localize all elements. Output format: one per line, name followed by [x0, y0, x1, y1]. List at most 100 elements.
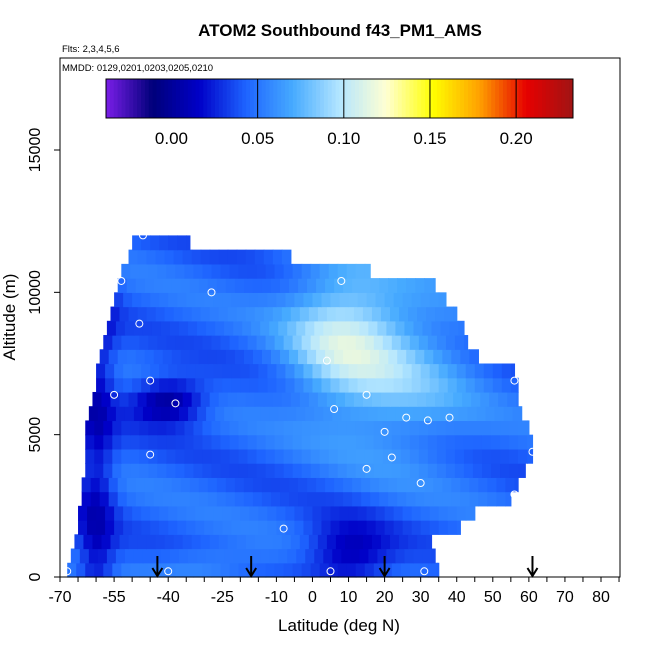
heatmap-cell — [261, 278, 272, 293]
heatmap-cell — [225, 278, 236, 293]
heatmap-cell — [483, 377, 494, 393]
heatmap-cell — [379, 278, 389, 293]
colorbar-swatch — [246, 79, 251, 118]
heatmap-cell — [509, 434, 519, 450]
heatmap-cell — [388, 477, 398, 493]
heatmap-cell — [249, 520, 259, 535]
heatmap-cell — [418, 463, 429, 478]
heatmap-cell — [112, 463, 122, 478]
colorbar-swatch — [514, 79, 520, 118]
x-tick-label: 20 — [376, 589, 394, 606]
heatmap-cell — [402, 505, 413, 521]
heatmap-cell — [168, 520, 178, 535]
heatmap-cell — [207, 491, 218, 507]
heatmap-cell — [200, 534, 211, 550]
heatmap-cell — [227, 391, 238, 407]
heatmap-cell — [254, 534, 265, 550]
heatmap-cell — [126, 349, 137, 365]
heatmap-cell — [350, 406, 360, 422]
heatmap-cell — [436, 448, 447, 464]
heatmap-cell — [92, 391, 103, 407]
heatmap-cell — [224, 320, 234, 336]
heatmap-cell — [243, 278, 254, 293]
colorbar-swatch — [257, 79, 263, 118]
heatmap-cell — [310, 562, 321, 578]
x-tick-label: 0 — [308, 589, 317, 606]
colorbar-swatch — [203, 79, 208, 118]
sample-point — [330, 405, 339, 414]
sample-point — [362, 464, 371, 473]
colorbar-swatch — [557, 79, 562, 118]
colorbar-swatch — [152, 79, 158, 118]
heatmap-cell — [272, 534, 283, 550]
heatmap-cell — [213, 363, 223, 379]
heatmap-cell — [427, 448, 438, 464]
colorbar-swatch — [261, 79, 267, 118]
heatmap-cell — [384, 505, 395, 521]
heatmap-cell — [126, 491, 137, 507]
heatmap-cell — [326, 534, 337, 550]
heatmap-cell — [121, 562, 131, 578]
heatmap-cell — [321, 520, 332, 535]
heatmap-cell — [231, 505, 241, 521]
heatmap-cell — [180, 477, 191, 493]
heatmap-cell — [326, 306, 337, 322]
heatmap-cell — [397, 477, 407, 493]
heatmap-cell — [117, 278, 128, 293]
heatmap-cell — [445, 420, 456, 436]
heatmap-cell — [258, 292, 268, 308]
heatmap-cell — [195, 520, 205, 535]
heatmap-cell — [137, 306, 148, 322]
heatmap-cell — [305, 320, 315, 336]
heatmap-cell — [132, 505, 142, 521]
heatmap-cell — [373, 335, 384, 350]
heatmap-cell — [500, 463, 510, 478]
heatmap-cell — [85, 463, 95, 478]
heatmap-cell — [413, 406, 424, 422]
colorbar-swatch — [172, 79, 177, 118]
heatmap-cell — [438, 363, 449, 379]
heatmap-cell — [408, 534, 418, 550]
heatmap-cell — [166, 335, 177, 350]
heatmap-cell — [132, 235, 142, 251]
heatmap-cell — [500, 448, 510, 464]
colorbar-swatch — [358, 79, 364, 118]
heatmap-cell — [352, 477, 362, 493]
heatmap-cell — [151, 548, 162, 564]
heatmap-cell — [364, 434, 375, 450]
heatmap-cell — [456, 377, 467, 393]
heatmap-cell — [501, 377, 512, 393]
heatmap-cell — [112, 335, 122, 350]
x-tick-label: 10 — [340, 589, 358, 606]
heatmap-cell — [220, 263, 231, 279]
heatmap-cell — [189, 278, 200, 293]
heatmap-cell — [348, 377, 359, 393]
heatmap-cell — [323, 548, 333, 564]
heatmap-cell — [391, 335, 402, 350]
heatmap-cell — [355, 448, 366, 464]
heatmap-cell — [218, 306, 229, 322]
heatmap-cell — [233, 406, 243, 422]
heatmap-cell — [319, 335, 330, 350]
heatmap-cell — [334, 278, 344, 293]
sample-point — [146, 450, 155, 459]
heatmap-cell — [362, 391, 373, 407]
heatmap-cell — [227, 534, 238, 550]
plot-frame — [59, 57, 621, 578]
heatmap-cell — [429, 292, 440, 308]
heatmap-cell — [308, 391, 319, 407]
heatmap-cell — [78, 520, 88, 535]
heatmap-cell — [500, 420, 510, 436]
y-tick-label: 0 — [27, 572, 44, 581]
heatmap-cell — [180, 278, 191, 293]
heatmap-cell — [189, 477, 200, 493]
heatmap-cell — [254, 391, 265, 407]
heatmap-cell — [200, 249, 211, 265]
colorbar-swatch — [390, 79, 395, 118]
colorbar-swatch — [479, 79, 484, 118]
heatmap-cell — [119, 391, 130, 407]
heatmap-cell — [402, 520, 413, 535]
heatmap-cell — [139, 463, 149, 478]
heatmap-cell — [444, 391, 454, 407]
heatmap-cell — [317, 391, 328, 407]
